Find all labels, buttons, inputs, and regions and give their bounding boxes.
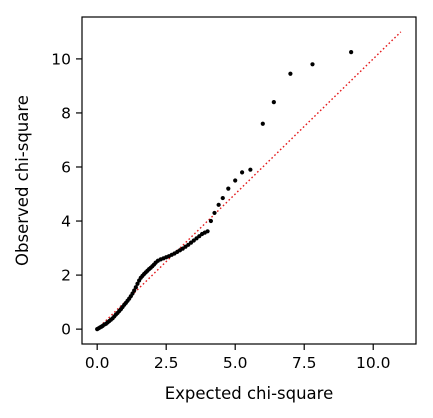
x-tick-label: 10.0	[356, 354, 391, 372]
data-point	[271, 100, 276, 105]
data-point	[135, 281, 140, 286]
y-axis-ticks: 0 2 4 6 8 10	[51, 50, 82, 339]
data-point	[212, 210, 217, 216]
data-point	[220, 195, 225, 201]
data-point	[239, 170, 245, 175]
y-tick-label: 0	[61, 321, 71, 339]
data-point	[288, 71, 293, 76]
data-point	[132, 288, 137, 293]
plot-area	[81, 16, 417, 345]
y-tick-label: 2	[61, 267, 71, 285]
data-point	[248, 167, 253, 172]
plot-frame	[81, 16, 417, 345]
y-tick-label: 10	[51, 50, 71, 68]
y-tick-label: 8	[61, 104, 71, 122]
data-point	[349, 50, 354, 55]
data-point	[133, 285, 138, 290]
data-point	[208, 218, 214, 224]
data-point	[233, 178, 238, 183]
x-tick-label: 2.5	[154, 354, 179, 372]
data-point	[310, 62, 315, 67]
data-point	[216, 202, 221, 207]
x-axis-label: Expected chi-square	[165, 384, 334, 403]
x-tick-label: 0.0	[85, 354, 110, 372]
reference-line-layer	[96, 31, 402, 330]
data-point	[205, 229, 210, 234]
data-point	[226, 186, 231, 191]
y-tick-label: 6	[61, 158, 71, 176]
y-tick-label: 4	[61, 213, 71, 231]
data-point	[260, 121, 265, 126]
data-points	[95, 50, 354, 332]
x-tick-label: 7.5	[292, 354, 317, 372]
x-tick-label: 5.0	[223, 354, 248, 372]
y-axis-label: Observed chi-square	[13, 95, 32, 266]
reference-line	[96, 31, 402, 330]
x-axis-ticks: 0.0 2.5 5.0 7.5 10.0	[85, 344, 391, 372]
